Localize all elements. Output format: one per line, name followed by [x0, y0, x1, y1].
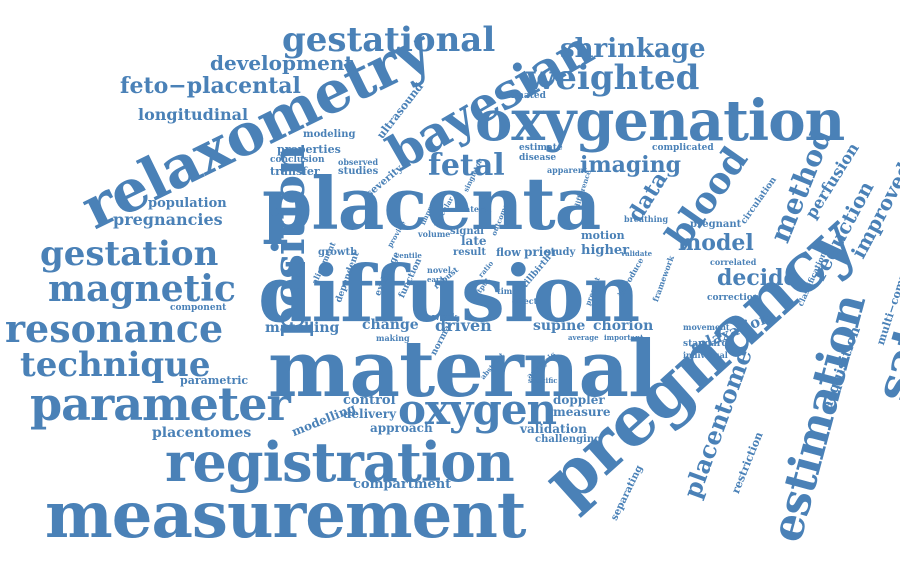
- cloud-word: imaging: [580, 152, 682, 179]
- cloud-word: parameter: [30, 377, 291, 432]
- cloud-word: approach: [370, 421, 433, 436]
- cloud-word: decide: [717, 265, 798, 292]
- cloud-word: effect: [512, 295, 538, 306]
- cloud-word: magnetic: [48, 268, 236, 311]
- cloud-word: breathing: [624, 213, 669, 224]
- cloud-word: studies: [338, 166, 379, 177]
- cloud-word: late: [461, 234, 487, 249]
- cloud-word: shrinkage: [560, 34, 706, 65]
- cloud-word: validation: [520, 422, 587, 437]
- cloud-word: correction: [707, 292, 760, 303]
- cloud-word: parametric: [180, 374, 249, 388]
- cloud-word: restriction: [729, 430, 766, 496]
- cloud-word: week: [432, 312, 458, 323]
- cloud-word: measurement: [45, 477, 526, 553]
- cloud-word: making: [376, 332, 410, 343]
- cloud-word: motion: [581, 229, 625, 243]
- cloud-word: population: [148, 195, 227, 211]
- cloud-word: conclusion: [270, 154, 325, 165]
- cloud-word: important: [604, 333, 644, 343]
- cloud-word: doppler: [553, 393, 605, 408]
- cloud-word: oxygenation: [475, 88, 845, 155]
- cloud-word: challenging: [535, 434, 602, 445]
- cloud-word: study: [545, 247, 576, 258]
- cloud-word: chorion: [593, 317, 654, 334]
- cloud-word: estimated: [496, 90, 546, 101]
- cloud-word: modeling: [303, 129, 356, 140]
- cloud-word: feto−placental: [120, 73, 301, 100]
- cloud-word: higher: [581, 242, 630, 258]
- cloud-word: flow: [496, 246, 521, 260]
- cloud-word: prior: [524, 245, 558, 260]
- cloud-word: longitudinal: [138, 105, 249, 125]
- cloud-word: technique: [20, 344, 211, 385]
- cloud-word: driven: [435, 316, 492, 336]
- cloud-word: diffusion: [258, 248, 640, 340]
- cloud-word: time: [497, 285, 518, 296]
- cloud-word: standard: [683, 338, 728, 349]
- cloud-word: properties: [277, 143, 341, 157]
- cloud-word: growth: [318, 247, 358, 258]
- cloud-word: component: [170, 302, 227, 313]
- cloud-word: gestational: [282, 19, 496, 60]
- cloud-word: movement: [683, 321, 730, 332]
- cloud-word: lateral: [462, 203, 492, 214]
- cloud-word: weighted: [526, 57, 700, 98]
- cloud-word: compartment: [353, 476, 452, 492]
- cloud-word: apparent: [547, 164, 588, 175]
- cloud-word: result: [453, 247, 486, 258]
- cloud-word: model: [678, 230, 754, 257]
- cloud-word: fetal: [428, 148, 505, 183]
- cloud-word: resonance: [5, 305, 224, 351]
- cloud-word: matching: [265, 319, 340, 336]
- cloud-word: gestation: [40, 233, 219, 274]
- cloud-word: complicated: [652, 142, 714, 153]
- cloud-word: pregnancies: [113, 210, 223, 230]
- cloud-word: placentomes: [152, 424, 252, 441]
- cloud-word: estimate: [519, 142, 563, 153]
- cloud-word: oxygen: [398, 385, 557, 435]
- cloud-word: delivery: [343, 407, 397, 422]
- cloud-word: specific: [528, 376, 558, 386]
- cloud-word: signal: [450, 226, 484, 237]
- cloud-word: framework: [650, 253, 677, 303]
- cloud-word: observed: [338, 156, 379, 167]
- cloud-word: maternal: [268, 323, 658, 415]
- cloud-word: individual: [683, 349, 728, 360]
- cloud-word: pregnant: [690, 219, 742, 230]
- cloud-word: registration: [165, 429, 515, 494]
- cloud-word: volume: [418, 228, 451, 239]
- cloud-word: placenta: [262, 161, 601, 247]
- cloud-word: disease: [519, 152, 557, 163]
- cloud-word: early: [427, 275, 447, 285]
- cloud-word: measure: [553, 405, 611, 420]
- cloud-word: control: [343, 392, 396, 408]
- cloud-word: average: [568, 333, 599, 343]
- cloud-word: supine: [533, 317, 586, 334]
- cloud-word: centile: [395, 251, 422, 261]
- cloud-word: novel: [427, 264, 451, 275]
- cloud-word: transfer: [270, 165, 320, 179]
- cloud-word: validate: [621, 249, 653, 259]
- cloud-word: correlated: [710, 256, 757, 267]
- cloud-word: change: [362, 316, 419, 333]
- cloud-word: development: [210, 51, 354, 75]
